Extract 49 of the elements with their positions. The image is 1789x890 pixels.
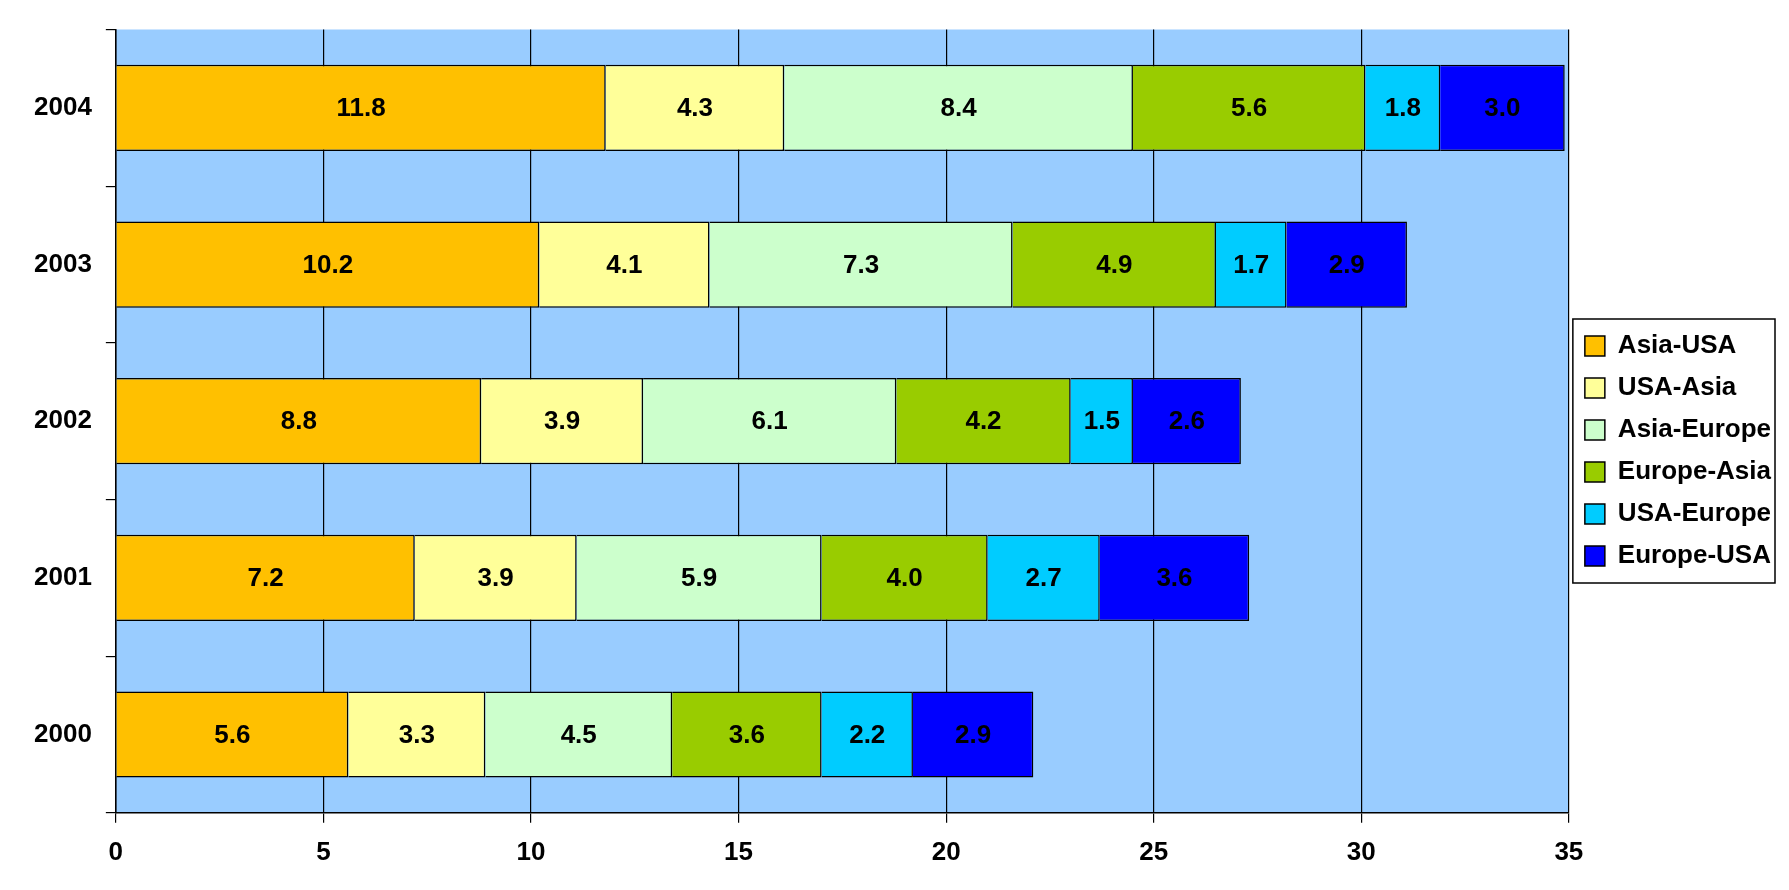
y-tick-label: 2004 xyxy=(34,91,93,122)
data-label: 1.8 xyxy=(1384,92,1421,123)
data-label: 11.8 xyxy=(336,92,386,123)
x-tick-label: 15 xyxy=(724,835,754,866)
data-label: 8.8 xyxy=(280,405,317,436)
data-label: 6.1 xyxy=(751,405,788,436)
legend-label: USA-Asia xyxy=(1617,371,1737,402)
x-tick-label: 0 xyxy=(108,835,124,866)
data-label: 2.9 xyxy=(955,718,992,749)
data-label: 4.5 xyxy=(560,718,597,749)
data-label: 3.9 xyxy=(477,562,514,593)
data-label: 4.0 xyxy=(886,562,923,593)
data-label: 3.3 xyxy=(398,718,435,749)
data-label: 2.6 xyxy=(1168,405,1205,436)
y-tick-label: 2000 xyxy=(34,717,92,748)
x-tick-label: 5 xyxy=(316,835,331,866)
legend-label: Asia-Europe xyxy=(1617,413,1772,444)
data-label: 7.3 xyxy=(842,248,880,279)
data-label: 1.5 xyxy=(1083,405,1120,436)
x-tick-label: 25 xyxy=(1139,835,1169,866)
data-label: 1.7 xyxy=(1233,248,1270,279)
data-label: 3.6 xyxy=(1156,562,1193,593)
x-tick-label: 30 xyxy=(1346,835,1376,866)
x-tick-label: 20 xyxy=(931,835,961,866)
data-label: 7.2 xyxy=(247,562,284,593)
legend-label: Asia-USA xyxy=(1617,329,1737,360)
data-label: 5.6 xyxy=(1231,92,1268,123)
data-label: 4.9 xyxy=(1096,248,1133,279)
data-label: 3.6 xyxy=(728,718,765,749)
data-label: 2.9 xyxy=(1328,248,1365,279)
data-label: 10.2 xyxy=(302,248,354,279)
legend-label: Europe-Asia xyxy=(1617,455,1772,486)
data-label: 5.9 xyxy=(681,562,718,593)
data-label: 4.3 xyxy=(676,92,714,123)
data-label: 3.0 xyxy=(1484,92,1521,123)
x-tick-label: 35 xyxy=(1554,835,1584,866)
data-label: 5.6 xyxy=(214,718,251,749)
legend-label: Europe-USA xyxy=(1617,539,1772,570)
data-label: 8.4 xyxy=(940,92,978,123)
legend-label: USA-Europe xyxy=(1617,497,1771,528)
y-tick-label: 2002 xyxy=(34,404,92,435)
data-label: 4.2 xyxy=(965,405,1002,436)
y-tick-label: 2003 xyxy=(34,247,92,278)
x-tick-label: 10 xyxy=(516,835,546,866)
data-label: 4.1 xyxy=(606,248,643,279)
data-label: 2.2 xyxy=(849,718,886,749)
y-tick-label: 2001 xyxy=(34,561,92,592)
data-label: 3.9 xyxy=(544,405,581,436)
data-label: 2.7 xyxy=(1025,562,1062,593)
